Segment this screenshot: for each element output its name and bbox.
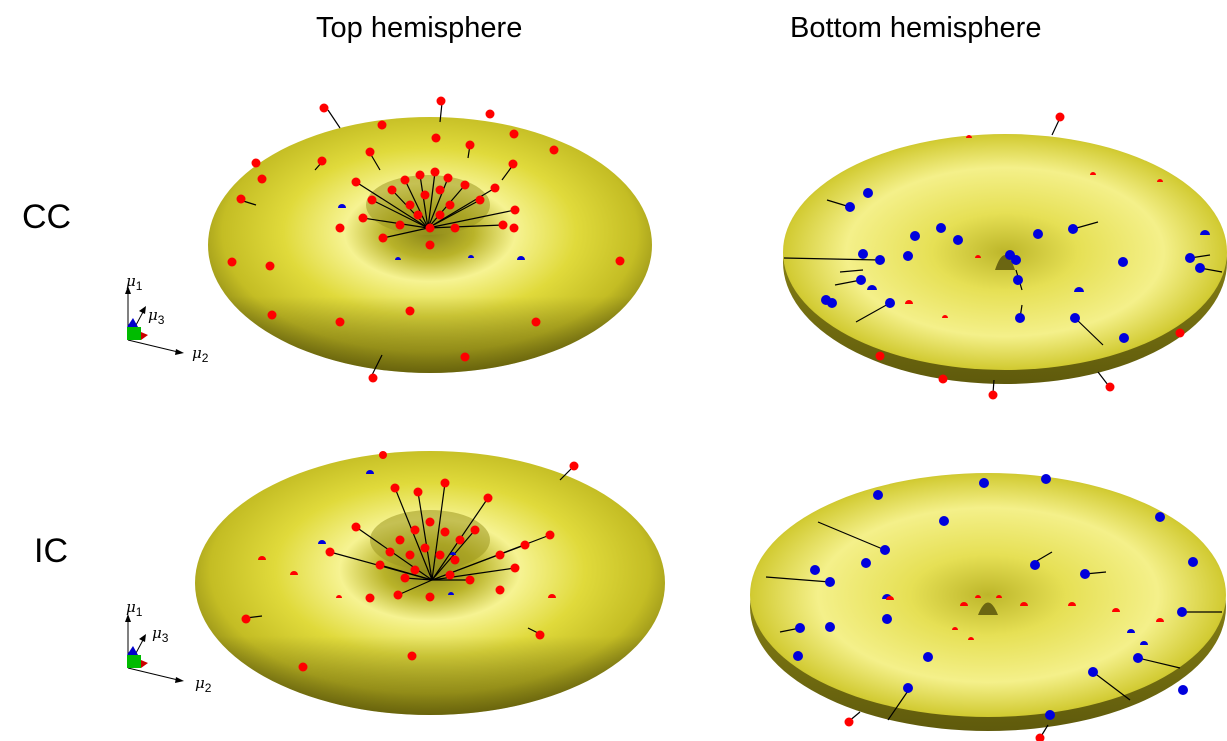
column-title-bottom: Bottom hemisphere bbox=[790, 12, 1042, 44]
ic-top-red-points bbox=[241, 451, 579, 672]
svg-text:μ2: μ2 bbox=[195, 674, 212, 695]
cc-bottom-blue-points bbox=[821, 188, 1210, 343]
ic-top-surface bbox=[195, 451, 665, 715]
svg-text:μ3: μ3 bbox=[152, 624, 169, 645]
svg-text:μ1: μ1 bbox=[126, 272, 143, 293]
row-label-ic: IC bbox=[34, 532, 68, 570]
cc-top-red-points bbox=[227, 96, 625, 383]
ic-bottom-red-points bbox=[844, 595, 1164, 741]
cc-bottom-surface bbox=[783, 134, 1227, 384]
ic-top-blue-points bbox=[318, 470, 456, 595]
cc-bottom-red-points bbox=[875, 112, 1185, 400]
svg-text:μ3: μ3 bbox=[148, 306, 165, 327]
cc-top-markers bbox=[239, 102, 516, 376]
svg-text:μ2: μ2 bbox=[192, 344, 209, 365]
ic-bottom-blue-points bbox=[793, 474, 1198, 720]
axis-triad-ic: μ1 μ3 μ2 bbox=[125, 598, 212, 695]
axis-triad-cc: μ1 μ3 μ2 bbox=[125, 272, 209, 365]
cc-top-blue-points bbox=[338, 204, 525, 260]
row-label-cc: CC bbox=[22, 198, 72, 236]
svg-text:μ1: μ1 bbox=[126, 598, 143, 619]
ic-bottom-surface bbox=[750, 473, 1226, 731]
column-title-top: Top hemisphere bbox=[316, 12, 523, 44]
